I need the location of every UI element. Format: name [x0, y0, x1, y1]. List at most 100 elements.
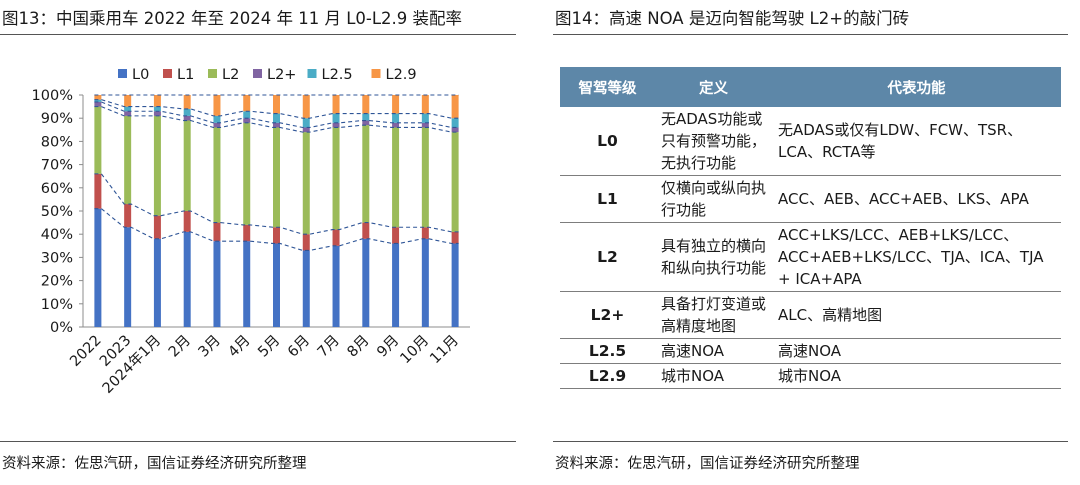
table-header-row: 智驾等级 定义 代表功能 — [560, 67, 1061, 107]
bar-segment-l2-5 — [183, 108, 191, 116]
bar-segment-l1 — [392, 227, 400, 244]
definition-cell: 具有独立的横向和纵向执行功能 — [655, 222, 772, 292]
bar-segment-l1 — [302, 234, 310, 251]
bar-segment-l1 — [243, 224, 251, 242]
x-tick-label: 5月 — [255, 333, 283, 361]
bar-segment-l2- — [243, 118, 251, 123]
legend-swatch — [208, 69, 217, 78]
bar-segment-l2- — [153, 111, 161, 116]
bar-segment-l2-9 — [273, 95, 280, 114]
left-figure: 图13：中国乘用车 2022 年至 2024 年 11 月 L0-L2.9 装配… — [0, 0, 516, 485]
bar-segment-l2-9 — [213, 95, 221, 116]
source-rule — [0, 441, 516, 442]
series-connector-l1 — [94, 173, 459, 235]
bar-segment-l2-5 — [332, 113, 340, 123]
bar-segment-l2- — [273, 122, 280, 128]
level-cell: L2 — [560, 222, 655, 292]
bar-segment-l0 — [421, 238, 429, 327]
y-tick-label: 10% — [41, 297, 73, 313]
legend-swatch — [118, 69, 127, 78]
y-tick-label: 70% — [41, 158, 73, 174]
table-row: L2.5 高速NOA 高速NOA — [560, 338, 1061, 364]
bar-segment-l2- — [302, 127, 310, 133]
bar-segment-l2-9 — [243, 95, 251, 112]
bar-segment-l2 — [273, 127, 280, 228]
chart-title: 图13：中国乘用车 2022 年至 2024 年 11 月 L0-L2.9 装配… — [2, 5, 462, 29]
y-tick-label: 30% — [41, 250, 73, 266]
header-level: 智驾等级 — [560, 67, 655, 107]
series-connector-l0 — [94, 208, 459, 251]
bar-segment-l2-9 — [362, 95, 370, 114]
header-functions: 代表功能 — [772, 67, 1061, 107]
functions-cell: ACC+LKS/LCC、AEB+LKS/LCC、ACC+AEB+LKS/LCC、… — [772, 222, 1061, 292]
bar-segment-l2 — [153, 115, 161, 216]
bar-segment-l0 — [94, 208, 102, 327]
bar-segment-l2- — [392, 122, 400, 128]
bar-segment-l1 — [421, 227, 429, 239]
bar-segment-l2-9 — [421, 95, 429, 114]
bar-segment-l2-5 — [124, 106, 132, 112]
bar-segment-l2- — [421, 122, 429, 128]
level-cell: L2.5 — [560, 338, 655, 364]
series-connector-l2- — [94, 101, 459, 129]
y-tick-label: 80% — [41, 134, 73, 150]
x-tick-label: 7月 — [315, 333, 343, 361]
legend-swatch — [371, 69, 381, 78]
level-cell: L2.9 — [560, 363, 655, 389]
autonomy-level-table: 智驾等级 定义 代表功能 L0 无ADAS功能或只有预警功能，无执行功能 无AD… — [560, 67, 1061, 389]
functions-cell: ALC、高精地图 — [772, 291, 1061, 339]
bar-segment-l2-5 — [451, 118, 459, 128]
bar-segment-l2-5 — [243, 111, 251, 119]
bar-segment-l2-5 — [213, 115, 221, 123]
bar-segment-l2 — [302, 132, 310, 235]
legend-label: L1 — [177, 67, 194, 83]
x-tick-label: 4月 — [225, 333, 253, 361]
bar-segment-l2- — [332, 122, 340, 128]
definition-cell: 城市NOA — [655, 363, 772, 389]
x-tick-label: 6月 — [285, 333, 313, 361]
source-rule — [553, 441, 1068, 442]
bar-segment-l0 — [362, 238, 370, 327]
bar-segment-l2-5 — [421, 113, 429, 123]
bar-segment-l1 — [213, 222, 221, 242]
x-tick-label: 2月 — [166, 333, 194, 361]
table-row: L2+ 具备打灯变道或高精度地图 ALC、高精地图 — [560, 291, 1061, 339]
bar-segment-l2-9 — [124, 95, 132, 107]
bar-segment-l1 — [183, 211, 191, 232]
bar-segment-l1 — [94, 173, 102, 209]
bar-segment-l2-5 — [273, 113, 280, 123]
header-definition: 定义 — [655, 67, 772, 107]
bar-segment-l1 — [332, 229, 340, 246]
bar-segment-l2-9 — [451, 95, 459, 119]
definition-cell: 仅横向或纵向执行功能 — [655, 175, 772, 223]
bar-segment-l1 — [451, 231, 459, 244]
figure-label: 图13： — [2, 9, 56, 28]
x-tick-label: 10月 — [398, 333, 433, 368]
right-figure: 图14：高速 NOA 是迈向智能驾驶 L2+的敲门砖 智驾等级 定义 代表功能 … — [553, 0, 1068, 485]
level-cell: L1 — [560, 175, 655, 223]
title-rule — [553, 34, 1068, 35]
legend-swatch — [307, 69, 317, 78]
bar-segment-l2- — [94, 101, 102, 107]
legend-label: L2 — [222, 67, 239, 83]
x-tick-label: 11月 — [427, 333, 462, 368]
legend-label: L2+ — [267, 67, 296, 83]
bar-segment-l2-5 — [94, 99, 102, 102]
y-tick-label: 60% — [41, 181, 73, 197]
table-row: L2 具有独立的横向和纵向执行功能 ACC+LKS/LCC、AEB+LKS/LC… — [560, 222, 1061, 292]
bar-segment-l2 — [421, 127, 429, 228]
source-note: 资料来源：佐思汽研，国信证券经济研究所整理 — [555, 456, 860, 472]
bar-segment-l2 — [213, 127, 221, 223]
legend-swatch — [163, 69, 172, 78]
level-cell: L0 — [560, 107, 655, 176]
bar-segment-l2 — [94, 106, 102, 174]
bar-segment-l0 — [273, 243, 280, 327]
table-row: L1 仅横向或纵向执行功能 ACC、AEB、ACC+AEB、LKS、APA — [560, 175, 1061, 223]
bar-segment-l1 — [362, 222, 370, 239]
bar-segment-l2-9 — [94, 95, 102, 100]
x-tick-label: 2022 — [67, 333, 104, 370]
legend-label: L2.5 — [322, 67, 353, 83]
bar-segment-l0 — [213, 241, 221, 327]
bar-segment-l2-5 — [302, 118, 310, 128]
table-row: L0 无ADAS功能或只有预警功能，无执行功能 无ADAS或仅有LDW、FCW、… — [560, 107, 1061, 176]
